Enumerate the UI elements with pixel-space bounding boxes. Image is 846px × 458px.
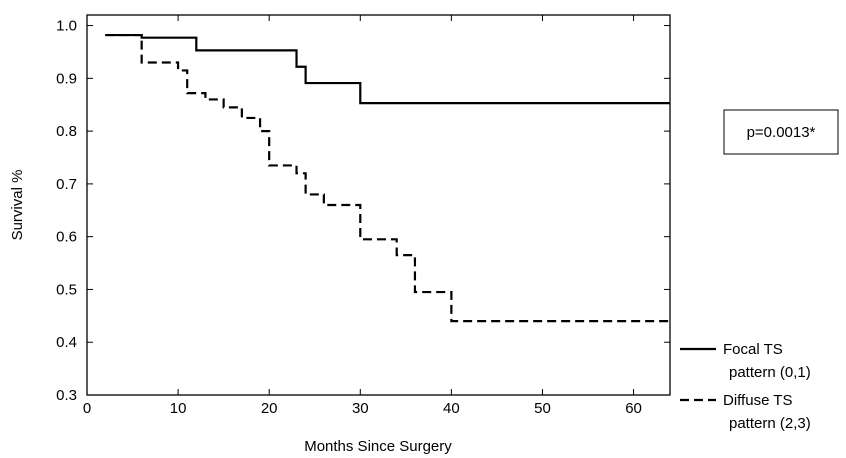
y-tick-label: 0.9: [56, 70, 77, 87]
y-tick-label: 0.3: [56, 387, 77, 404]
legend: Focal TS pattern (0,1) Diffuse TS patter…: [680, 341, 811, 432]
x-axis: 0 10 20 30 40 50 60: [83, 15, 642, 417]
plot-area: [86, 14, 671, 396]
p-value-box: [723, 109, 839, 155]
y-tick-label: 0.8: [56, 123, 77, 140]
x-axis-label: Months Since Surgery: [304, 438, 452, 455]
y-tick-label: 0.6: [56, 229, 77, 246]
legend-label-focal-line2: pattern (0,1): [729, 364, 811, 381]
y-axis-label: Survival %: [9, 170, 26, 241]
legend-label-diffuse-line1: Diffuse TS: [723, 392, 792, 409]
x-tick-label: 40: [443, 400, 460, 417]
x-tick-label: 20: [261, 400, 278, 417]
x-tick-label: 10: [170, 400, 187, 417]
legend-label-focal-line1: Focal TS: [723, 341, 783, 358]
y-tick-label: 0.7: [56, 176, 77, 193]
series-layer: [105, 33, 670, 323]
y-tick-label: 1.0: [56, 18, 77, 35]
y-axis: 0.3 0.4 0.5 0.6 0.7 0.8 0.9 1.0: [56, 18, 670, 404]
x-tick-label: 60: [625, 400, 642, 417]
x-tick-label: 50: [534, 400, 551, 417]
p-value-text: p=0.0013*: [747, 124, 816, 141]
series-line-diffuse: [105, 33, 670, 323]
legend-label-diffuse-line2: pattern (2,3): [729, 415, 811, 432]
series-line-focal: [105, 33, 670, 105]
x-tick-label: 0: [83, 400, 91, 417]
y-tick-label: 0.5: [56, 281, 77, 298]
y-tick-label: 0.4: [56, 334, 77, 351]
x-tick-label: 30: [352, 400, 369, 417]
